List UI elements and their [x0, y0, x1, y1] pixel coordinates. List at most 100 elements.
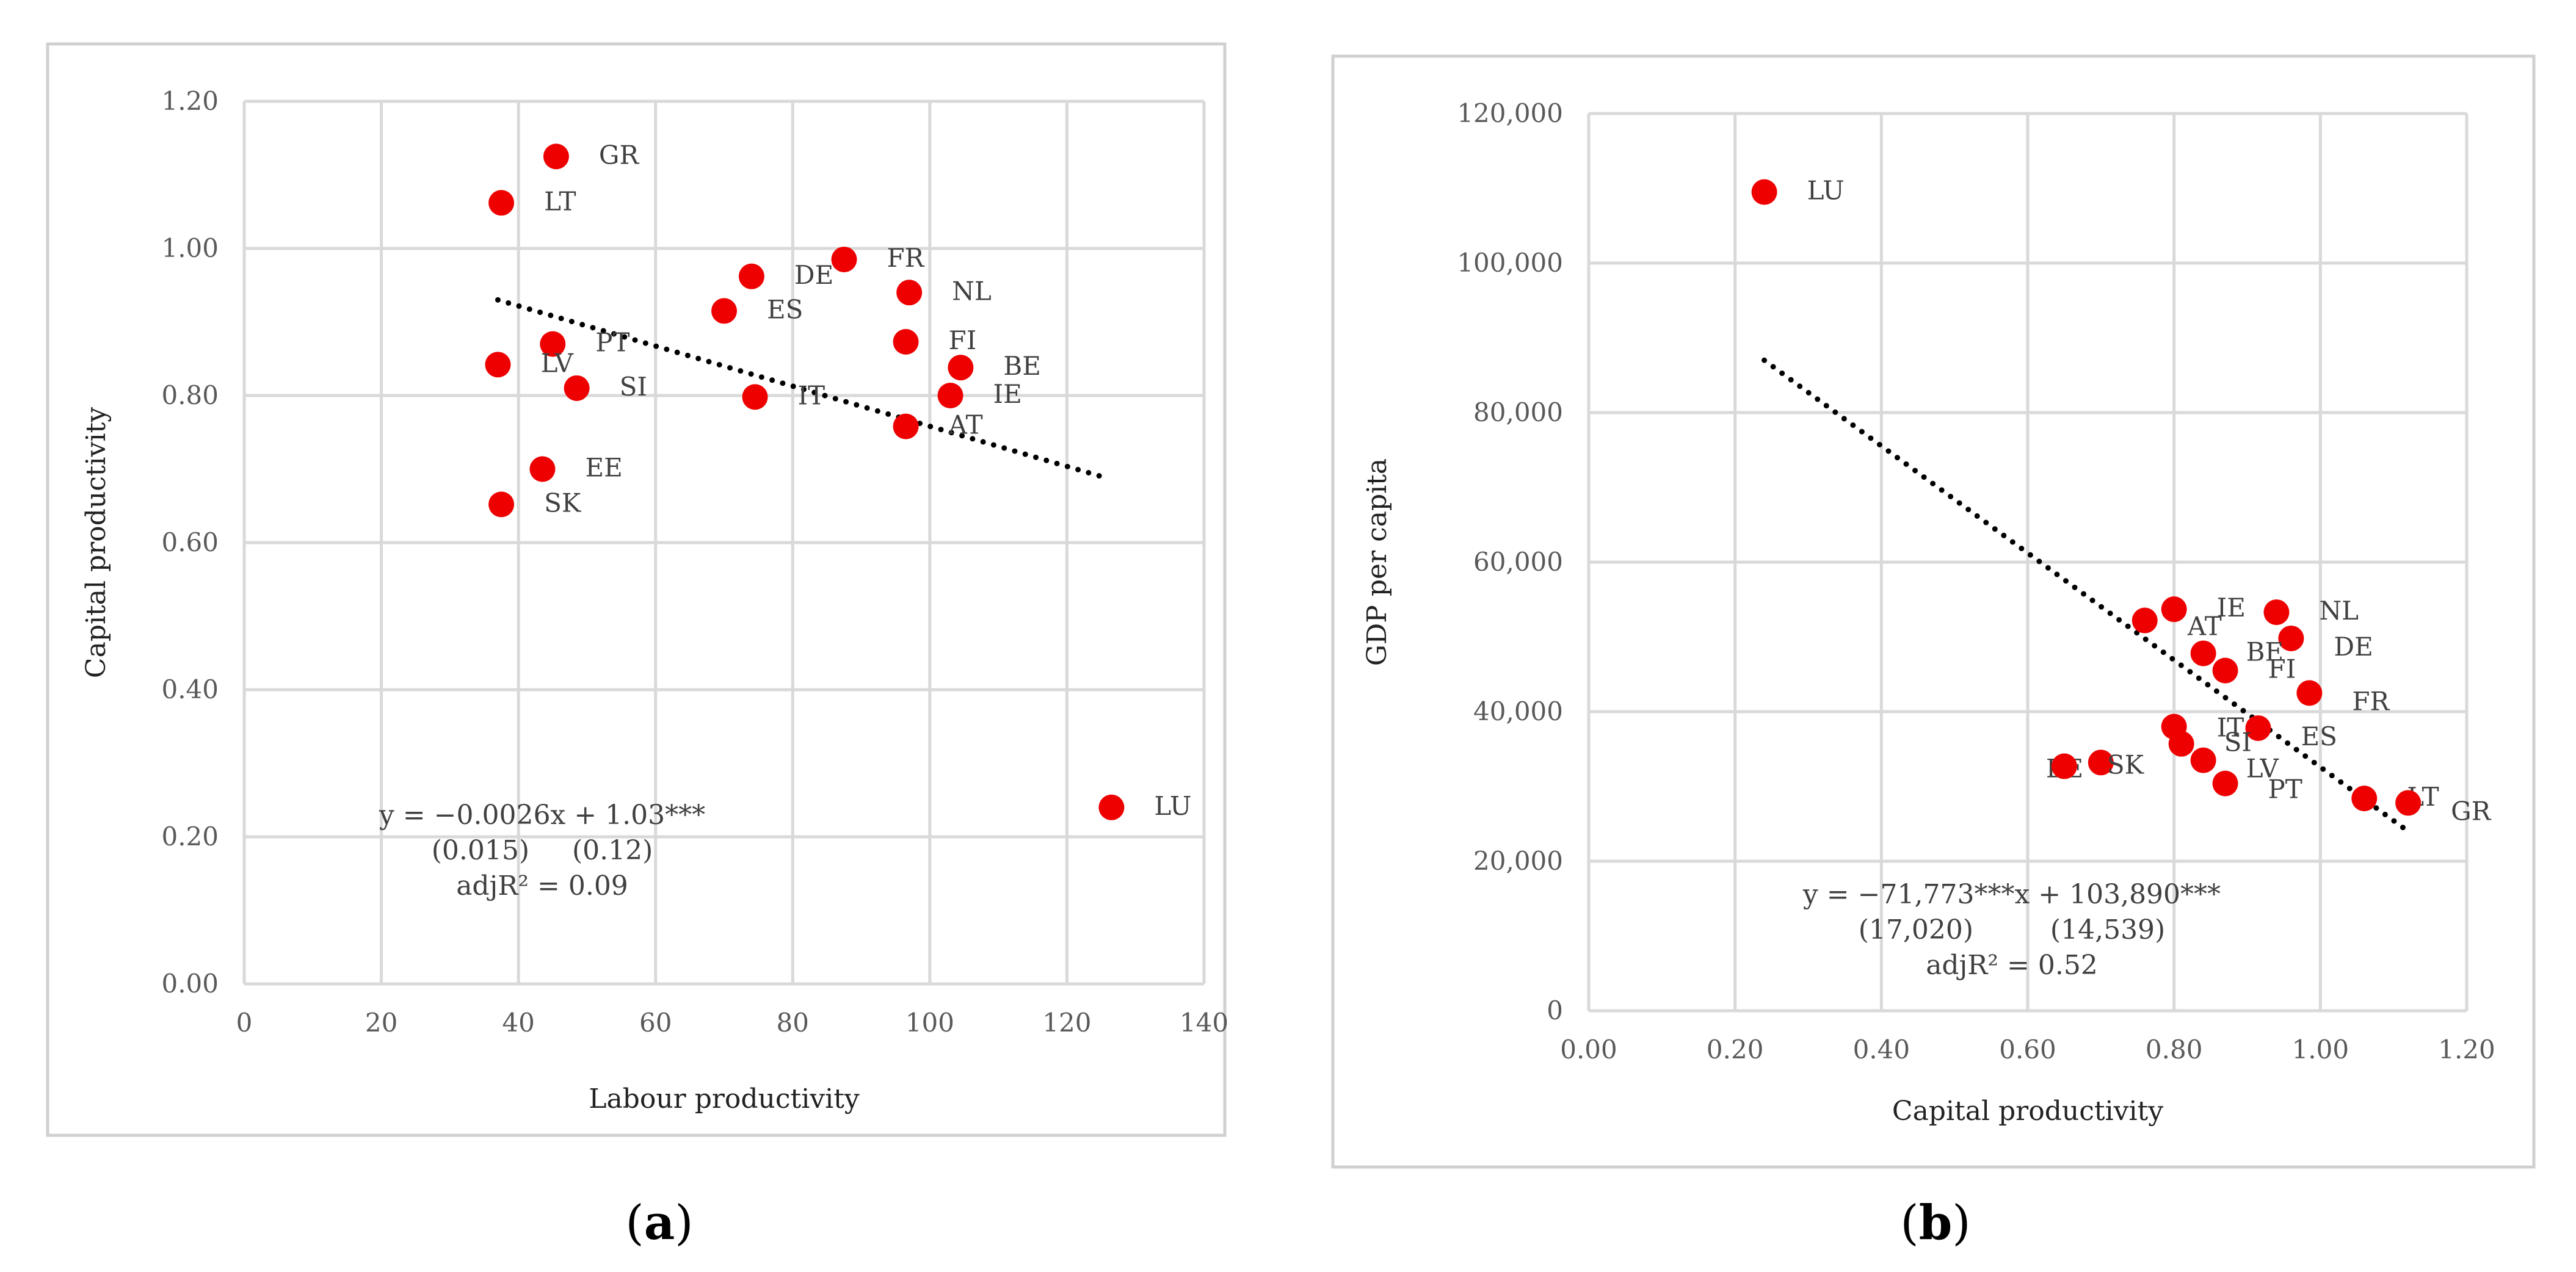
- data-label-de: DE: [794, 260, 833, 290]
- data-label-pt: PT: [595, 328, 629, 358]
- data-point-at: [2132, 607, 2158, 634]
- x-tick-label: 80: [777, 1008, 809, 1038]
- data-point-nl: [896, 280, 923, 306]
- data-point-fr: [831, 247, 857, 273]
- x-tick-label: 60: [639, 1008, 672, 1038]
- regression-equation-line: (0.015) (0.12): [432, 835, 653, 866]
- x-tick-label: 40: [502, 1008, 534, 1038]
- x-tick-label: 0.60: [1999, 1035, 2056, 1064]
- data-point-at: [893, 413, 919, 439]
- data-point-gr: [543, 143, 569, 170]
- regression-equation-line: (17,020) (14,539): [1859, 914, 2165, 945]
- data-label-lu: LU: [1807, 176, 1845, 206]
- regression-equation-line: y = −0.0026x + 1.03***: [379, 800, 705, 831]
- y-tick-label: 0.20: [161, 822, 219, 851]
- data-point-ee: [2088, 750, 2114, 776]
- data-point-lu: [1751, 179, 1777, 205]
- y-tick-label: 100,000: [1457, 248, 1563, 278]
- data-label-lt: LT: [544, 186, 576, 216]
- data-label-sk: SK: [544, 488, 582, 518]
- data-label-be: BE: [1003, 351, 1041, 381]
- x-tick-label: 120: [1042, 1008, 1091, 1038]
- data-point-nl: [2263, 599, 2290, 626]
- x-tick-label: 1.00: [2292, 1035, 2349, 1064]
- data-point-lt: [2351, 786, 2378, 812]
- x-tick-label: 140: [1180, 1008, 1228, 1038]
- y-tick-label: 0.80: [161, 380, 219, 410]
- chart-panel-a: 0 20 40 60 80 100 120 140 0.00 0.20 0.40 0.60 0.80 1.…: [46, 42, 1228, 1251]
- x-axis-label: Labour productivity: [589, 1083, 860, 1115]
- y-axis-label: GDP per capita: [1362, 458, 1393, 666]
- y-tick-label: 0: [1547, 996, 1563, 1025]
- x-axis-label: Capital productivity: [1892, 1096, 2163, 1127]
- data-point-pt: [540, 331, 566, 357]
- data-label-ie: IE: [2217, 593, 2246, 623]
- data-label-gr: GR: [2451, 796, 2492, 826]
- data-label-be: BE: [2246, 637, 2284, 667]
- data-point-fi: [893, 329, 919, 355]
- data-point-lt: [488, 190, 515, 216]
- data-label-sk: SK: [2107, 750, 2145, 779]
- y-tick-label: 1.20: [161, 86, 219, 116]
- data-point-sk: [488, 491, 515, 518]
- data-point-si: [2168, 731, 2194, 757]
- y-tick-label: 40,000: [1473, 696, 1563, 726]
- regression-equation-line: y = −71,773***x + 103,890***: [1802, 879, 2221, 910]
- data-label-nl: NL: [2319, 596, 2359, 626]
- data-point-fr: [2296, 680, 2323, 706]
- data-label-nl: NL: [952, 276, 992, 306]
- data-label-pt: PT: [2268, 775, 2302, 804]
- data-point-de: [2278, 625, 2304, 651]
- trendline: [1761, 357, 2411, 834]
- data-label-es: ES: [767, 294, 803, 324]
- x-tick-label: 0.40: [1853, 1035, 1910, 1064]
- data-label-ie: IE: [993, 379, 1022, 409]
- data-label-lv: LV: [2246, 754, 2279, 784]
- y-tick-label: 120,000: [1457, 98, 1563, 128]
- y-tick-label: 0.40: [161, 674, 219, 704]
- data-point-si: [564, 375, 590, 401]
- chart-panel-b: 0.00 0.20 0.40 0.60 0.80 1.00 1.20 0 20,000 40,00…: [1331, 54, 2536, 1251]
- data-point-ee: [529, 456, 556, 482]
- data-label-fr: FR: [887, 243, 925, 273]
- x-tick-label: 0: [236, 1008, 253, 1038]
- data-label-fi: FI: [949, 325, 977, 355]
- x-tick-label: 20: [365, 1008, 397, 1038]
- data-point-lv: [485, 352, 511, 378]
- data-label-fi: FI: [2268, 654, 2296, 684]
- x-tick-label: 1.20: [2438, 1035, 2495, 1064]
- x-tick-label: 100: [905, 1008, 954, 1038]
- data-label-fr: FR: [2352, 686, 2390, 716]
- data-point-ie: [937, 383, 963, 408]
- data-label-ee: EE: [585, 453, 622, 483]
- x-tick-label: 0.20: [1707, 1035, 1764, 1064]
- chart-frame: [46, 42, 1227, 1137]
- data-label-it: IT: [798, 380, 825, 410]
- chart-frame: [1331, 54, 2536, 1169]
- panel-caption: (b): [1900, 1195, 1970, 1251]
- y-tick-label: 20,000: [1473, 846, 1563, 876]
- data-label-at: AT: [948, 410, 983, 440]
- data-point-pt: [2212, 770, 2238, 797]
- data-point-it: [742, 384, 768, 410]
- data-label-lu: LU: [1154, 791, 1191, 821]
- data-label-si: SI: [2224, 728, 2252, 757]
- data-point-be: [948, 355, 974, 381]
- data-point-de: [738, 263, 764, 289]
- data-label-gr: GR: [599, 140, 640, 170]
- data-point-es: [711, 298, 737, 324]
- data-label-it: IT: [2217, 713, 2244, 743]
- data-point-lv: [2190, 747, 2216, 773]
- y-tick-label: 60,000: [1473, 547, 1563, 577]
- data-point-ie: [2161, 596, 2187, 623]
- panel-caption: (a): [625, 1195, 693, 1251]
- data-point-be: [2190, 640, 2216, 667]
- data-label-es: ES: [2301, 721, 2337, 751]
- data-label-de: DE: [2334, 632, 2373, 662]
- data-point-gr: [2395, 790, 2422, 816]
- data-point-sk: [2051, 753, 2077, 779]
- x-tick-label: 0.00: [1560, 1035, 1617, 1064]
- regression-equation-line: adjR² = 0.52: [1926, 950, 2098, 981]
- y-axis-label: Capital productivity: [81, 407, 112, 678]
